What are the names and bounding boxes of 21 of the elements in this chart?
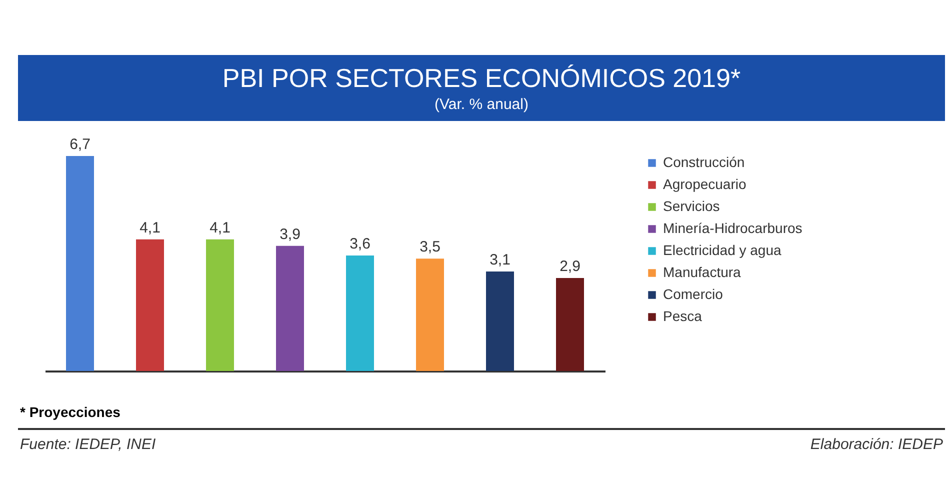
data-label: 3,5 (420, 238, 440, 256)
chart-title: PBI POR SECTORES ECONÓMICOS 2019* (221, 63, 742, 94)
chart-subtitle: (Var. % anual) (434, 96, 530, 113)
legend-label: Servicios (663, 198, 720, 214)
data-label: 6,7 (70, 136, 90, 153)
source-note: Fuente: IEDEP, INEI (20, 436, 156, 453)
legend-label: Construcción (663, 154, 745, 170)
legend-label: Pesca (663, 308, 702, 324)
legend-label: Agropecuario (663, 176, 746, 192)
data-label: 2,9 (560, 258, 580, 275)
legend-label: Electricidad y agua (663, 242, 782, 258)
text: Elaboración: IEDEP (810, 436, 943, 453)
legend-label: Manufactura (663, 264, 742, 280)
legend-label: Comercio (663, 286, 724, 302)
data-label: 4,1 (210, 219, 230, 236)
data-label: 4,1 (140, 219, 160, 236)
data-label: 3,1 (490, 252, 510, 269)
text: * Proyecciones (20, 404, 120, 420)
legend-label: Minería-Hidrocarburos (663, 220, 802, 236)
data-label: 3,9 (280, 226, 300, 243)
data-label: 3,6 (350, 235, 370, 252)
